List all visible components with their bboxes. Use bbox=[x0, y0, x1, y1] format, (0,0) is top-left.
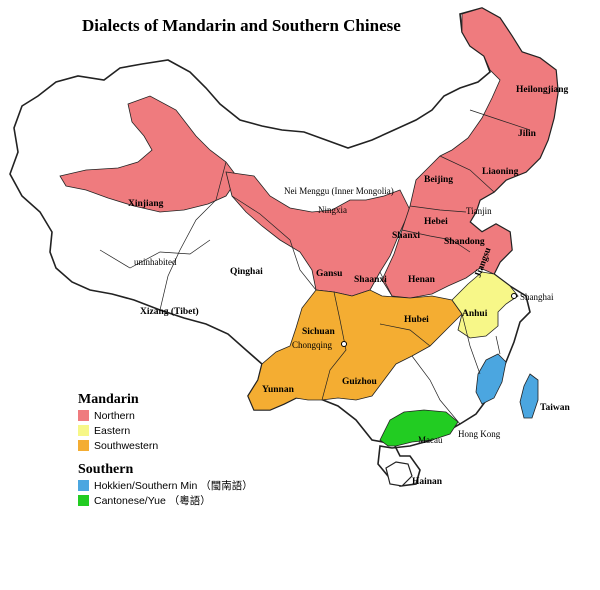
map-legend: Mandarin Northern Eastern Southwestern S… bbox=[78, 392, 253, 508]
legend-text-eastern: Eastern bbox=[94, 424, 131, 437]
cantonese-region bbox=[379, 409, 459, 447]
shanghai-marker bbox=[511, 293, 517, 299]
swatch-hokkien bbox=[78, 480, 89, 491]
xinjiang-region bbox=[59, 95, 239, 213]
legend-text-northern: Northern bbox=[94, 409, 135, 422]
label-nei-menggu: Nei Menggu (Inner Mongolia) bbox=[284, 186, 394, 196]
swatch-cantonese bbox=[78, 495, 89, 506]
swatch-southwestern bbox=[78, 440, 89, 451]
legend-text-southwestern: Southwestern bbox=[94, 439, 159, 452]
label-hebei: Hebei bbox=[424, 217, 448, 227]
swatch-northern bbox=[78, 410, 89, 421]
southwestern-region bbox=[247, 289, 463, 411]
label-shanxi: Shanxi bbox=[392, 231, 420, 241]
label-heilongjiang: Heilongjiang bbox=[516, 85, 569, 95]
label-anhui: Anhui bbox=[462, 309, 488, 319]
label-guizhou: Guizhou bbox=[342, 377, 378, 387]
legend-text-cantonese: Cantonese/Yue （粵語） bbox=[94, 495, 211, 507]
taiwan-region bbox=[519, 373, 539, 419]
label-shandong: Shandong bbox=[444, 237, 485, 247]
label-ningxia: Ningxia bbox=[318, 205, 347, 215]
label-liaoning: Liaoning bbox=[482, 167, 519, 177]
label-jilin: Jilin bbox=[518, 129, 537, 139]
label-xinjiang: Xinjiang bbox=[128, 199, 164, 209]
hokkien-region bbox=[475, 353, 507, 405]
label-taiwan: Taiwan bbox=[540, 403, 570, 413]
label-shaanxi: Shaanxi bbox=[354, 275, 387, 285]
label-shanghai: Shanghai bbox=[520, 292, 554, 302]
legend-heading-mandarin: Mandarin bbox=[78, 392, 139, 407]
label-hubei: Hubei bbox=[404, 315, 429, 325]
legend-item-cantonese: Cantonese/Yue （粵語） bbox=[78, 493, 253, 508]
swatch-eastern bbox=[78, 425, 89, 436]
label-uninhabited: uninhabited bbox=[134, 257, 177, 267]
legend-item-eastern: Eastern bbox=[78, 423, 253, 438]
legend-item-hokkien: Hokkien/Southern Min （閩南語） bbox=[78, 478, 253, 493]
label-henan: Henan bbox=[408, 275, 436, 285]
chongqing-marker bbox=[341, 341, 347, 347]
legend-item-northern: Northern bbox=[78, 408, 253, 423]
map-title: Dialects of Mandarin and Southern Chines… bbox=[82, 16, 401, 35]
label-macau: Macau bbox=[418, 435, 443, 445]
gansu-ningxia-region bbox=[225, 171, 411, 297]
province-borders bbox=[99, 109, 531, 425]
legend-item-southwestern: Southwestern bbox=[78, 438, 253, 453]
label-chongqing: Chongqing bbox=[292, 340, 333, 350]
legend-text-hokkien: Hokkien/Southern Min （閩南語） bbox=[94, 480, 253, 492]
label-hong-kong: Hong Kong bbox=[458, 429, 501, 439]
label-yunnan: Yunnan bbox=[262, 385, 295, 395]
label-hainan: Hainan bbox=[412, 477, 443, 487]
legend-heading-southern: Southern bbox=[78, 462, 134, 477]
label-tianjin: Tianjin bbox=[466, 206, 492, 216]
label-beijing: Beijing bbox=[424, 175, 453, 185]
hainan-island bbox=[385, 461, 413, 487]
label-qinghai: Qinghai bbox=[230, 267, 263, 277]
label-sichuan: Sichuan bbox=[302, 327, 335, 337]
eastern-region bbox=[451, 271, 519, 339]
label-xizang: Xizang (Tibet) bbox=[140, 306, 199, 317]
north-east-region bbox=[381, 7, 559, 299]
label-gansu: Gansu bbox=[316, 269, 343, 279]
